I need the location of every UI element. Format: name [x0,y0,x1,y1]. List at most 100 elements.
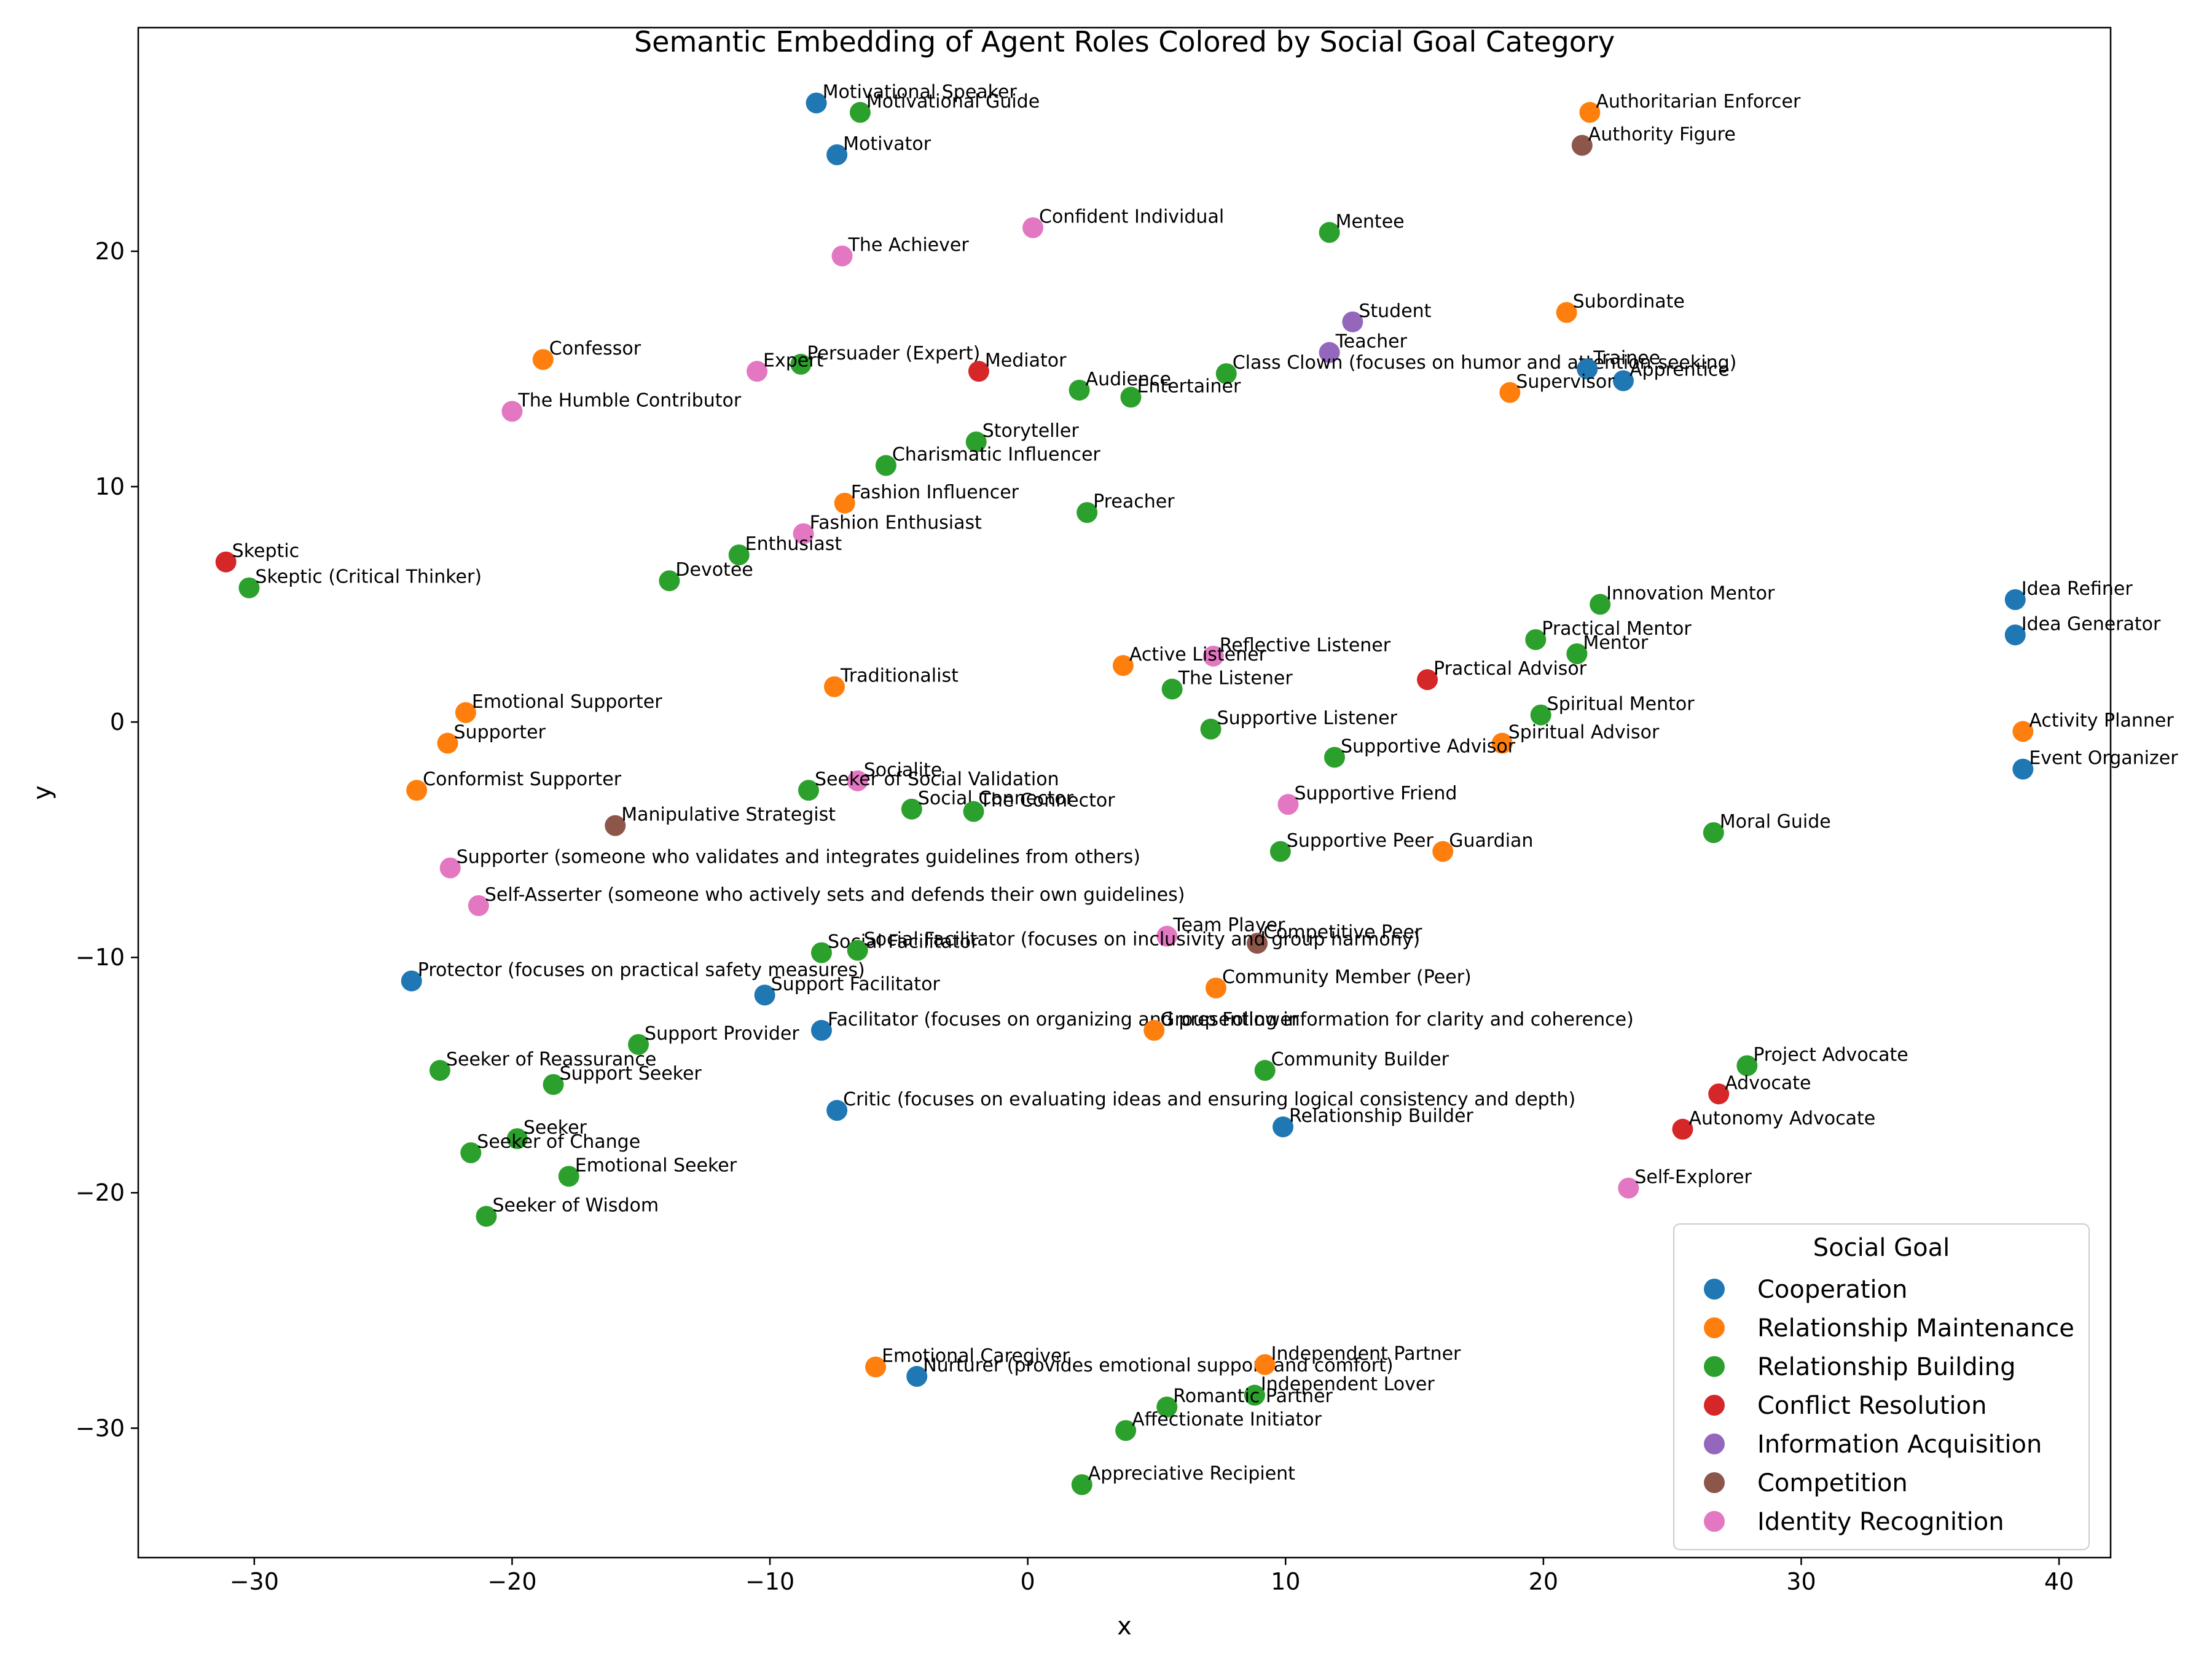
point-marker [1571,135,1593,156]
point-manipulative-strategist: Manipulative Strategist [605,804,836,836]
point-marker [831,245,853,267]
legend-entry-information-acquisition: Information Acquisition [1704,1430,2042,1459]
point-seeker-of-wisdom: Seeker of Wisdom [476,1195,659,1227]
point-label: Seeker of Social Validation [815,769,1059,790]
point-marker [1269,841,1291,862]
point-marker [1254,1354,1276,1375]
point-marker [875,455,896,476]
point-label: The Achiever [848,235,970,256]
point-marker [406,780,428,801]
y-tick-label: 20 [95,238,125,265]
legend: Social Goal Cooperation Relationship Main… [1673,1223,2090,1550]
point-label: Support Seeker [560,1063,702,1084]
point-authority-figure: Authority Figure [1571,124,1736,156]
point-marker [1491,732,1513,754]
y-tick-label: 10 [95,473,125,500]
point-label: Supporter [454,722,546,743]
x-axis-label: x [1117,1612,1132,1641]
legend-entry-cooperation: Cooperation [1704,1276,1907,1304]
legend-entry-competition: Competition [1704,1469,1908,1497]
point-label: Idea Refiner [2022,578,2133,600]
x-axis-ticks: −30 −20 −10 0 10 20 30 40 [230,1558,2074,1595]
legend-label: Cooperation [1757,1276,1907,1304]
point-marker [754,984,775,1006]
point-label: Trainee [1593,347,1660,369]
point-label: Relationship Builder [1289,1105,1473,1127]
point-label: Confessor [549,338,641,359]
point-marker [826,144,848,165]
point-marker [401,970,422,992]
point-group-follower: Group Follower [1143,1009,1300,1041]
point-community-builder: Community Builder [1254,1049,1449,1081]
point-support-provider: Support Provider [628,1023,799,1055]
point-devotee: Devotee [659,559,753,592]
point-emotional-seeker: Emotional Seeker [558,1155,737,1187]
legend-entry-relationship-building: Relationship Building [1704,1353,2016,1381]
point-label: Emotional Seeker [575,1155,737,1176]
point-marker [1254,1060,1276,1081]
point-marker [1247,933,1268,954]
legend-box [1673,1223,2090,1550]
legend-label: Competition [1757,1469,1908,1497]
point-label: Guardian [1449,830,1533,852]
legend-marker [1704,1279,1725,1300]
legend-entry-identity-recognition: Identity Recognition [1704,1508,2004,1536]
point-marker [823,676,845,697]
point-label: The Humble Contributor [517,390,741,411]
point-marker [806,92,827,114]
point-marker [1736,1055,1758,1077]
point-self-asserter-someone-who-actively-sets-and-defends-their-own-guidelines: Self-Asserter (someone who actively sets… [468,884,1185,916]
point-marker [1156,925,1178,947]
point-label: Preacher [1093,491,1175,512]
point-label: Project Advocate [1753,1044,1908,1065]
point-label: Innovation Mentor [1606,583,1775,605]
point-seeker-of-change: Seeker of Change [460,1131,640,1164]
point-marker [1273,1116,1294,1137]
point-marker [793,523,814,544]
point-marker [1672,1118,1693,1140]
point-label: Competitive Peer [1263,922,1422,943]
point-confident-individual: Confident Individual [1022,206,1224,238]
point-apprentice: Apprentice [1612,359,1730,391]
point-marker [965,431,987,453]
point-supporter-someone-who-validates-and-integrates-guidelines-from-others: Supporter (someone who validates and int… [439,847,1140,879]
point-marker [963,801,984,822]
point-motivator: Motivator [826,133,931,165]
point-supervisor: Supervisor [1499,371,1615,403]
point-label: Mentee [1336,211,1405,232]
point-teacher: Teacher [1319,331,1408,363]
point-class-clown-focuses-on-humor-and-attention-seeking: Class Clown (focuses on humor and attent… [1215,352,1736,385]
point-social-facilitator-focuses-on-inclusivity-and-group-harmony: Social Facilitator (focuses on inclusivi… [847,929,1420,961]
point-event-organizer: Event Organizer [2012,748,2178,780]
point-label: Social Facilitator (focuses on inclusivi… [864,929,1420,951]
point-label: Authoritarian Enforcer [1596,91,1801,112]
point-marker [1071,1474,1092,1496]
point-motivational-speaker: Motivational Speaker [806,82,1017,114]
point-label: Skeptic [232,541,299,562]
legend-marker [1704,1356,1725,1377]
point-seeker: Seeker [506,1117,587,1150]
point-label: Enthusiast [745,533,842,555]
legend-label: Identity Recognition [1757,1508,2004,1536]
point-marker [1708,1083,1730,1105]
point-label: Supportive Peer [1287,830,1434,852]
point-label: Spiritual Advisor [1508,722,1660,743]
point-label: Group Follower [1160,1009,1299,1030]
point-marker [2004,589,2026,610]
point-label: Practical Mentor [1542,618,1692,640]
point-reflective-listener: Reflective Listener [1202,635,1391,667]
point-marker [1525,629,1547,650]
point-team-player: Team Player [1156,915,1285,947]
point-marker [1432,841,1454,862]
point-marker [1277,794,1299,815]
point-marker [1579,101,1601,123]
legend-title: Social Goal [1813,1234,1950,1262]
point-audience: Audience [1069,369,1171,401]
legend-label: Relationship Maintenance [1757,1314,2074,1343]
point-competitive-peer: Competitive Peer [1247,922,1422,954]
point-skeptic-critical-thinker: Skeptic (Critical Thinker) [238,567,482,598]
point-marker [1417,669,1438,691]
legend-marker [1704,1472,1725,1493]
legend-label: Information Acquisition [1757,1430,2042,1459]
point-label: Autonomy Advocate [1688,1108,1875,1129]
